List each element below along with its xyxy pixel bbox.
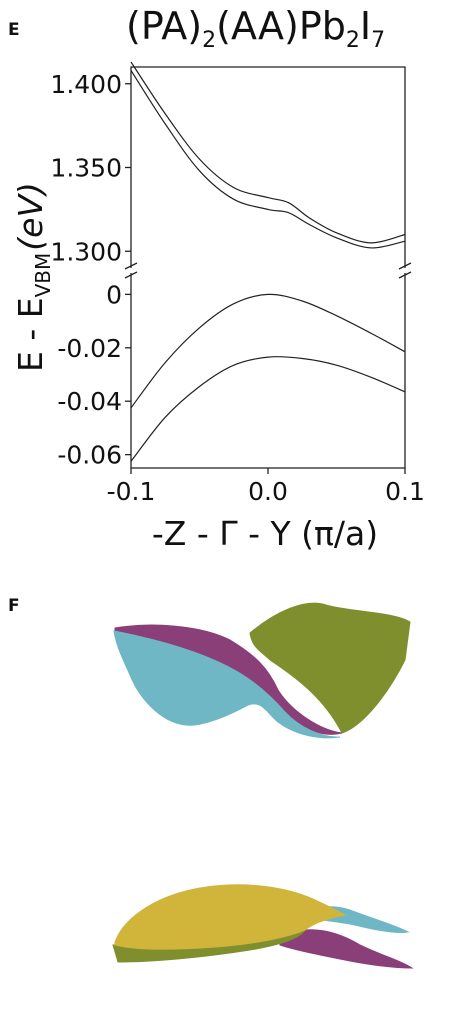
olive-surface	[249, 602, 411, 734]
band-line	[130, 356, 406, 462]
band-structure-chart: 1.400 1.350 1.300 0 -0.02 -0.04 -0.06 -0.1 0.0 0.…	[11, 61, 425, 553]
axis-ticks: 1.400 1.350 1.300 0 -0.02 -0.04 -0.06 -0.1 0.0 0.…	[50, 70, 424, 506]
y-tick-label: -0.02	[57, 334, 122, 363]
chart-title: (PA)2(AA)Pb2I7	[126, 4, 386, 53]
band-line	[130, 70, 406, 249]
y-tick-label: -0.04	[57, 387, 122, 416]
yellow-surface	[114, 884, 347, 950]
panel-letter-f: F	[8, 596, 20, 616]
valence-band-surfaces	[112, 884, 414, 969]
x-tick-label: 0.0	[248, 477, 288, 506]
band-line	[130, 61, 406, 244]
band-line	[130, 293, 406, 409]
x-tick-label: -0.1	[107, 477, 156, 506]
teal-surface	[113, 630, 341, 739]
y-axis-label: E - EVBM(eV)	[11, 182, 55, 372]
y-tick-label: 1.350	[50, 154, 122, 183]
axis-break-mark	[124, 271, 138, 279]
conduction-band-surfaces	[113, 602, 411, 739]
purple-surface	[279, 929, 414, 969]
y-tick-label: 0	[106, 280, 122, 309]
y-tick-label: 1.300	[50, 237, 122, 266]
axis-break-mark	[124, 262, 138, 270]
band-lines	[130, 61, 406, 462]
axis-break-mark	[398, 262, 412, 270]
axis-break-mark	[398, 271, 412, 279]
x-axis-label: -Z - Γ - Y (π/a)	[152, 514, 378, 553]
y-tick-label: 1.400	[50, 70, 122, 99]
x-tick-label: 0.1	[385, 477, 425, 506]
panel-letter-e: E	[8, 20, 20, 40]
y-tick-label: -0.06	[57, 441, 122, 470]
